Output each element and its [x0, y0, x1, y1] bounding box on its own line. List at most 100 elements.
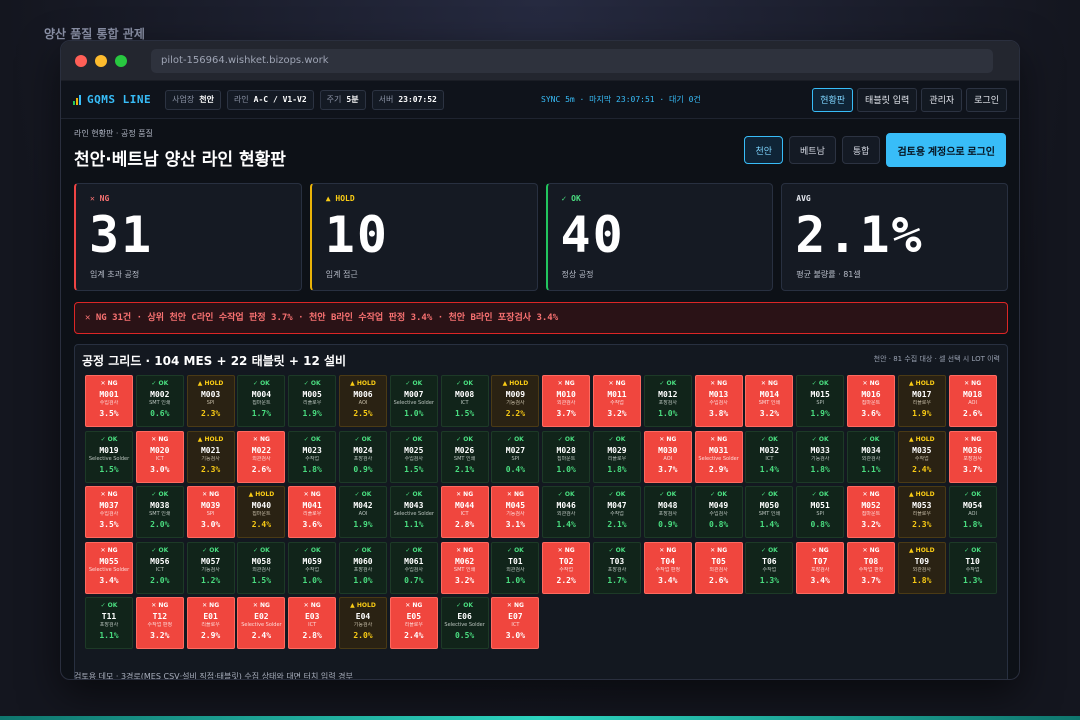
process-cell[interactable]: ✕ NG M016 칩마운트 3.6%	[847, 375, 895, 427]
region-vietnam-button[interactable]: 베트남	[789, 136, 836, 164]
brand[interactable]: GQMS LINE	[73, 93, 151, 106]
process-cell[interactable]: ✓ OK M047 수작업 2.1%	[593, 486, 641, 539]
process-cell[interactable]: ✓ OK E06 Selective Solder 0.5%	[440, 597, 489, 650]
process-cell[interactable]: ✕ NG M044 ICT 2.8%	[440, 486, 489, 539]
process-cell[interactable]: ✕ NG M030 AOI 3.7%	[643, 430, 692, 483]
process-cell[interactable]: ✓ OK M015 SPI 1.9%	[796, 375, 845, 427]
process-cell[interactable]: ✕ NG T05 외관검사 2.6%	[694, 541, 743, 594]
process-cell[interactable]: ✓ OK M008 ICT 1.5%	[440, 375, 489, 427]
process-cell[interactable]: ✓ OK M002 SMT 인쇄 0.6%	[135, 375, 184, 427]
process-cell[interactable]: ✕ NG E03 ICT 2.8%	[288, 597, 337, 650]
process-cell[interactable]: ✕ NG M052 칩마운트 3.2%	[847, 486, 895, 539]
process-cell[interactable]: ✕ NG M062 SMT 인쇄 3.2%	[440, 541, 489, 594]
process-cell[interactable]: ✕ NG T08 수작업 판정 3.7%	[847, 541, 895, 594]
process-cell[interactable]: ▲ HOLD M053 리플로우 2.3%	[897, 486, 946, 539]
process-cell[interactable]: ✓ OK M007 Selective Solder 1.0%	[389, 375, 438, 427]
maximize-window-button[interactable]	[115, 55, 127, 67]
process-cell[interactable]: ✓ OK M051 SPI 0.8%	[796, 486, 845, 539]
process-cell[interactable]: ✓ OK M060 포장검사 1.0%	[339, 541, 387, 594]
process-cell[interactable]: ✓ OK M046 외관검사 1.4%	[542, 486, 591, 539]
process-cell[interactable]: ✓ OK M059 수작업 1.0%	[288, 541, 337, 594]
process-cell[interactable]: ✕ NG M036 포장검사 3.7%	[948, 430, 997, 483]
process-cell[interactable]: ✓ OK M012 포장검사 1.0%	[643, 375, 692, 427]
process-cell[interactable]: ✕ NG T12 수작업 판정 3.2%	[135, 597, 184, 650]
process-cell[interactable]: ✕ NG T04 수작업 판정 3.4%	[643, 541, 692, 594]
line-chip[interactable]: 라인 A-C / V1-V2	[226, 89, 314, 110]
process-cell[interactable]: ✓ OK M027 SPI 0.4%	[491, 430, 540, 483]
process-cell[interactable]: ✕ NG E05 리플로우 2.4%	[389, 597, 438, 650]
process-cell[interactable]: ✓ OK M043 Selective Solder 1.1%	[389, 486, 438, 539]
process-cell[interactable]: ✓ OK M049 수입검사 0.8%	[694, 486, 743, 539]
process-cell[interactable]: ✓ OK T06 수작업 1.3%	[745, 541, 794, 594]
process-cell[interactable]: ▲ HOLD M021 기능검사 2.3%	[186, 430, 235, 483]
process-cell[interactable]: ✕ NG M037 수입검사 3.5%	[85, 486, 133, 539]
region-cheonan-button[interactable]: 천안	[744, 136, 784, 164]
process-cell[interactable]: ✕ NG M022 외관검사 2.6%	[237, 430, 286, 483]
process-cell[interactable]: ✓ OK M029 리플로우 1.8%	[593, 430, 641, 483]
process-cell[interactable]: ✕ NG M045 기능검사 3.1%	[491, 486, 540, 539]
process-cell[interactable]: ▲ HOLD M017 리플로우 1.9%	[897, 375, 946, 427]
process-cell[interactable]: ✓ OK T03 포장검사 1.7%	[593, 541, 641, 594]
process-cell[interactable]: ▲ HOLD M035 수작업 2.4%	[897, 430, 946, 483]
process-cell[interactable]: ✓ OK M019 Selective Solder 1.5%	[85, 430, 133, 483]
process-cell[interactable]: ✕ NG M041 리플로우 3.6%	[288, 486, 337, 539]
ng-alert-banner[interactable]: ✕ NG 31건 · 상위 천안 C라인 수작업 판정 3.7% · 천안 B라…	[74, 302, 1008, 334]
nav-admin-button[interactable]: 관리자	[921, 87, 963, 112]
cell-process: 리플로우	[302, 511, 322, 518]
process-cell[interactable]: ✓ OK M038 SMT 인쇄 2.0%	[135, 486, 184, 539]
process-cell[interactable]: ✕ NG M018 AOI 2.6%	[948, 375, 997, 427]
process-cell[interactable]: ✓ OK M028 칩마운트 1.0%	[542, 430, 591, 483]
process-cell[interactable]: ✕ NG M001 수입검사 3.5%	[85, 375, 133, 427]
process-cell[interactable]: ▲ HOLD M003 SPI 2.3%	[186, 375, 235, 427]
process-cell[interactable]: ✓ OK M032 ICT 1.4%	[745, 430, 794, 483]
address-bar[interactable]: pilot-156964.wishket.bizops.work	[151, 49, 993, 73]
process-cell[interactable]: ✓ OK T10 수작업 1.3%	[948, 541, 997, 594]
minimize-window-button[interactable]	[95, 55, 107, 67]
process-cell[interactable]: ✓ OK M005 리플로우 1.9%	[288, 375, 337, 427]
process-cell[interactable]: ✕ NG T02 수작업 2.2%	[542, 541, 591, 594]
process-cell[interactable]: ✓ OK M050 SMT 인쇄 1.4%	[745, 486, 794, 539]
nav-login-button[interactable]: 로그인	[966, 87, 1007, 112]
process-cell[interactable]: ✕ NG M039 SPI 3.0%	[186, 486, 235, 539]
process-cell[interactable]: ✕ NG M020 ICT 3.0%	[135, 430, 184, 483]
process-cell[interactable]: ✕ NG E02 Selective Solder 2.4%	[237, 597, 286, 650]
process-cell[interactable]: ✕ NG M055 Selective Solder 3.4%	[85, 541, 133, 594]
process-cell[interactable]: ✓ OK M054 AOI 1.8%	[948, 486, 997, 539]
nav-tablet-input-button[interactable]: 태블릿 입력	[857, 87, 918, 112]
process-cell[interactable]: ✓ OK M026 SMT 인쇄 2.1%	[440, 430, 489, 483]
close-window-button[interactable]	[75, 55, 87, 67]
process-cell[interactable]: ✓ OK M048 포장검사 0.9%	[643, 486, 692, 539]
cell-status: ✓ OK	[202, 546, 220, 554]
process-cell[interactable]: ✓ OK M024 포장검사 0.9%	[339, 430, 387, 483]
process-cell[interactable]: ▲ HOLD T09 외관검사 1.8%	[897, 541, 946, 594]
process-cell[interactable]: ▲ HOLD M006 AOI 2.5%	[339, 375, 387, 427]
process-cell[interactable]: ▲ HOLD M040 칩마운트 2.4%	[237, 486, 286, 539]
process-cell[interactable]: ✓ OK M033 기능검사 1.8%	[796, 430, 845, 483]
process-cell[interactable]: ▲ HOLD E04 기능검사 2.0%	[339, 597, 387, 650]
region-all-button[interactable]: 통합	[841, 136, 881, 164]
process-cell[interactable]: ▲ HOLD M009 기능검사 2.2%	[491, 375, 540, 427]
process-cell[interactable]: ✕ NG E07 ICT 3.0%	[491, 597, 540, 650]
process-cell[interactable]: ✓ OK M056 ICT 2.0%	[135, 541, 184, 594]
process-cell[interactable]: ✕ NG T07 포장검사 3.4%	[796, 541, 845, 594]
process-cell[interactable]: ✓ OK T11 포장검사 1.1%	[85, 597, 133, 650]
process-cell[interactable]: ✓ OK M023 수작업 1.8%	[288, 430, 337, 483]
process-cell[interactable]: ✓ OK M057 기능검사 1.2%	[186, 541, 235, 594]
process-cell[interactable]: ✓ OK T01 외관검사 1.0%	[491, 541, 540, 594]
process-cell[interactable]: ✓ OK M004 칩마운트 1.7%	[237, 375, 286, 427]
cycle-chip[interactable]: 주기 5분	[319, 89, 366, 110]
process-cell[interactable]: ✕ NG M011 수작업 3.2%	[593, 375, 641, 427]
process-cell[interactable]: ✕ NG M013 수입검사 3.8%	[694, 375, 743, 427]
process-cell[interactable]: ✓ OK M042 AOI 1.9%	[339, 486, 387, 539]
process-cell[interactable]: ✕ NG E01 리플로우 2.9%	[186, 597, 235, 650]
nav-dashboard-button[interactable]: 현황판	[812, 87, 854, 112]
process-cell[interactable]: ✓ OK M025 수입검사 1.5%	[389, 430, 438, 483]
process-cell[interactable]: ✕ NG M014 SMT 인쇄 3.2%	[745, 375, 794, 427]
process-cell[interactable]: ✓ OK M034 외관검사 1.1%	[847, 430, 895, 483]
process-cell[interactable]: ✓ OK M061 수입검사 0.7%	[389, 541, 438, 594]
review-login-button[interactable]: 검토용 계정으로 로그인	[886, 133, 1006, 167]
process-cell[interactable]: ✓ OK M058 외관검사 1.5%	[237, 541, 286, 594]
site-chip[interactable]: 사업장 천안	[165, 89, 221, 110]
process-cell[interactable]: ✕ NG M031 Selective Solder 2.9%	[694, 430, 743, 483]
process-cell[interactable]: ✕ NG M010 외관검사 3.7%	[542, 375, 591, 427]
